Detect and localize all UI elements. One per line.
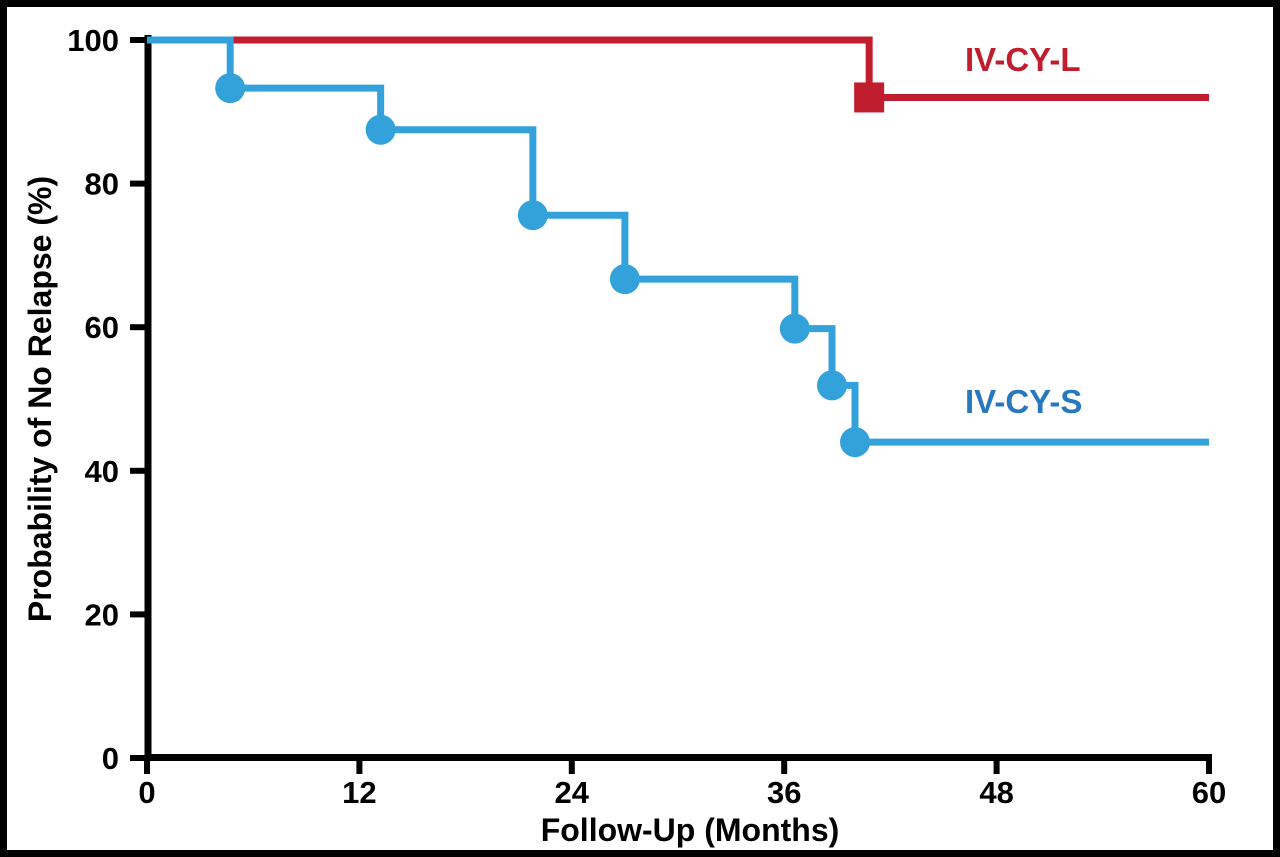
x-tick-label: 24	[555, 775, 590, 810]
series-curve-iv-cy-l	[147, 36, 1209, 101]
series-layer	[147, 36, 1209, 458]
legend-label-iv-cy-l: IV-CY-L	[965, 41, 1081, 78]
y-tick-label: 80	[85, 167, 119, 202]
event-marker-circle	[840, 427, 870, 458]
legend-label-iv-cy-s: IV-CY-S	[965, 383, 1082, 420]
x-tick-label: 12	[342, 775, 376, 810]
x-tick-label: 48	[979, 775, 1013, 810]
y-axis-ticks: 0 20 40 60 80 100	[67, 23, 145, 776]
y-tick-label: 40	[85, 454, 119, 489]
y-tick-label: 0	[102, 741, 119, 776]
x-axis-title: Follow-Up (Months)	[541, 812, 840, 848]
y-axis-title: Probability of No Relapse (%)	[22, 176, 58, 622]
event-marker-circle	[365, 114, 396, 145]
y-tick-label: 60	[85, 310, 119, 345]
x-tick-label: 0	[138, 775, 155, 810]
event-marker-circle	[215, 73, 246, 104]
y-tick-label: 100	[67, 23, 119, 58]
event-marker-circle	[816, 370, 847, 401]
y-tick-label: 20	[85, 597, 119, 632]
event-marker-circle	[779, 313, 810, 344]
km-chart-canvas: 0 20 40 60 80 100 0 12 24 36 48 60 Follow-Up (Mont…	[22, 23, 1226, 848]
x-tick-label: 36	[767, 775, 801, 810]
event-marker-circle	[517, 200, 548, 231]
x-axis-ticks: 0 12 24 36 48 60	[138, 759, 1226, 810]
event-marker-square	[854, 82, 885, 113]
x-tick-label: 60	[1192, 775, 1226, 810]
event-marker-circle	[609, 264, 640, 295]
